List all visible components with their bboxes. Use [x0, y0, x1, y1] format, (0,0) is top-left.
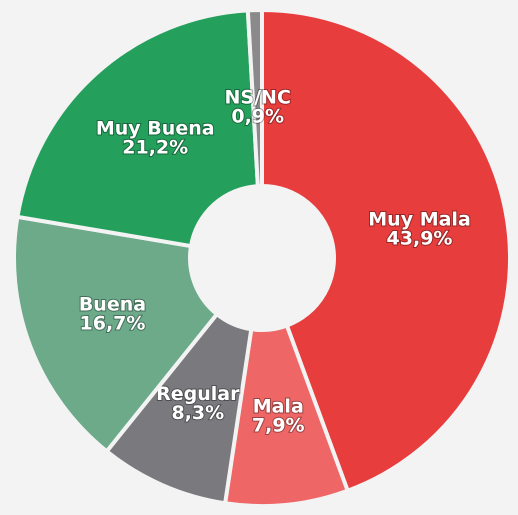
- slice-label: Muy Mala: [368, 208, 471, 230]
- slice-value: 7,9%: [252, 415, 305, 437]
- slice-label: NS/NC: [225, 87, 291, 109]
- slice-label: Regular: [156, 383, 240, 405]
- slice-label: Mala: [253, 396, 304, 418]
- slice: [260, 7, 512, 494]
- slice-value: 16,7%: [80, 312, 146, 334]
- slice: [245, 7, 264, 189]
- slice-label: Buena: [79, 293, 146, 315]
- slice-value: 21,2%: [122, 136, 188, 158]
- slice-value: 8,3%: [171, 402, 224, 424]
- slice-value: 0,9%: [231, 106, 284, 128]
- slice: [15, 8, 260, 249]
- slice-value: 43,9%: [387, 227, 453, 249]
- slice: [12, 214, 220, 455]
- slice-label: Muy Buena: [96, 117, 215, 139]
